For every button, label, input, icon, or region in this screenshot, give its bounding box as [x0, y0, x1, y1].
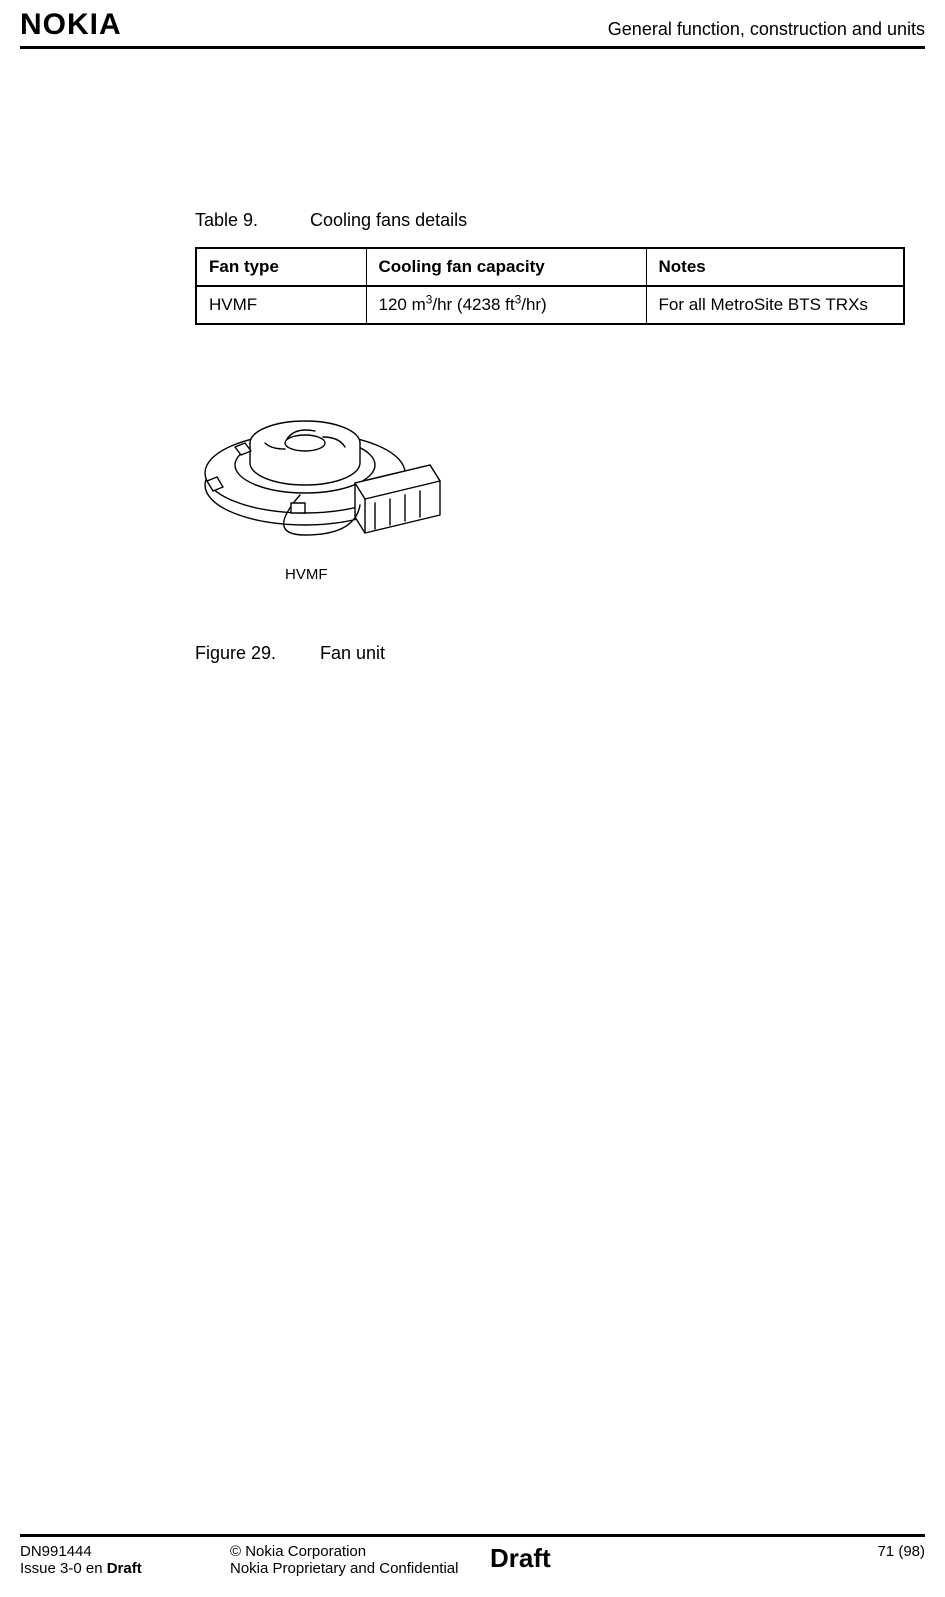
cell-notes: For all MetroSite BTS TRXs	[646, 286, 904, 324]
issue-line: Issue 3-0 en Draft	[20, 1560, 230, 1577]
col-header-notes: Notes	[646, 248, 904, 286]
confidential-line: Nokia Proprietary and Confidential	[230, 1560, 490, 1577]
col-header-fan-type: Fan type	[196, 248, 366, 286]
col-header-capacity: Cooling fan capacity	[366, 248, 646, 286]
footer-row: DN991444 Issue 3-0 en Draft © Nokia Corp…	[20, 1543, 925, 1577]
figure-block: HVMF Figure 29. Fan unit	[195, 385, 905, 664]
page-number: 71 (98)	[805, 1543, 925, 1560]
main-content: Table 9. Cooling fans details Fan type C…	[195, 210, 905, 664]
footer-rule	[20, 1534, 925, 1537]
footer-left: DN991444 Issue 3-0 en Draft	[20, 1543, 230, 1577]
page-header: NOKIA General function, construction and…	[0, 0, 945, 49]
figure-caption: Figure 29. Fan unit	[195, 643, 905, 664]
cell-capacity: 120 m3/hr (4238 ft3/hr)	[366, 286, 646, 324]
issue-draft: Draft	[107, 1560, 142, 1577]
footer-draft-mark: Draft	[490, 1543, 805, 1574]
issue-prefix: Issue 3-0 en	[20, 1560, 107, 1577]
table-number: Table 9.	[195, 210, 305, 231]
nokia-logo: NOKIA	[20, 10, 122, 40]
fan-unit-icon	[195, 385, 455, 555]
doc-id: DN991444	[20, 1543, 230, 1560]
figure-label: HVMF	[285, 566, 905, 583]
capacity-text: 120 m	[379, 295, 426, 314]
header-row: NOKIA General function, construction and…	[20, 10, 925, 49]
figure-number: Figure 29.	[195, 643, 315, 664]
capacity-text: /hr)	[521, 295, 547, 314]
page: NOKIA General function, construction and…	[0, 0, 945, 1597]
table-title: Cooling fans details	[310, 210, 467, 230]
cell-fan-type: HVMF	[196, 286, 366, 324]
page-footer: DN991444 Issue 3-0 en Draft © Nokia Corp…	[0, 1534, 945, 1577]
table-caption: Table 9. Cooling fans details	[195, 210, 905, 231]
footer-mid: © Nokia Corporation Nokia Proprietary an…	[230, 1543, 490, 1577]
section-title: General function, construction and units	[608, 19, 925, 40]
capacity-text: /hr (4238 ft	[432, 295, 514, 314]
table-row: HVMF 120 m3/hr (4238 ft3/hr) For all Met…	[196, 286, 904, 324]
cooling-fans-table: Fan type Cooling fan capacity Notes HVMF…	[195, 247, 905, 325]
copyright-line: © Nokia Corporation	[230, 1543, 490, 1560]
table-header-row: Fan type Cooling fan capacity Notes	[196, 248, 904, 286]
figure-title: Fan unit	[320, 643, 385, 663]
